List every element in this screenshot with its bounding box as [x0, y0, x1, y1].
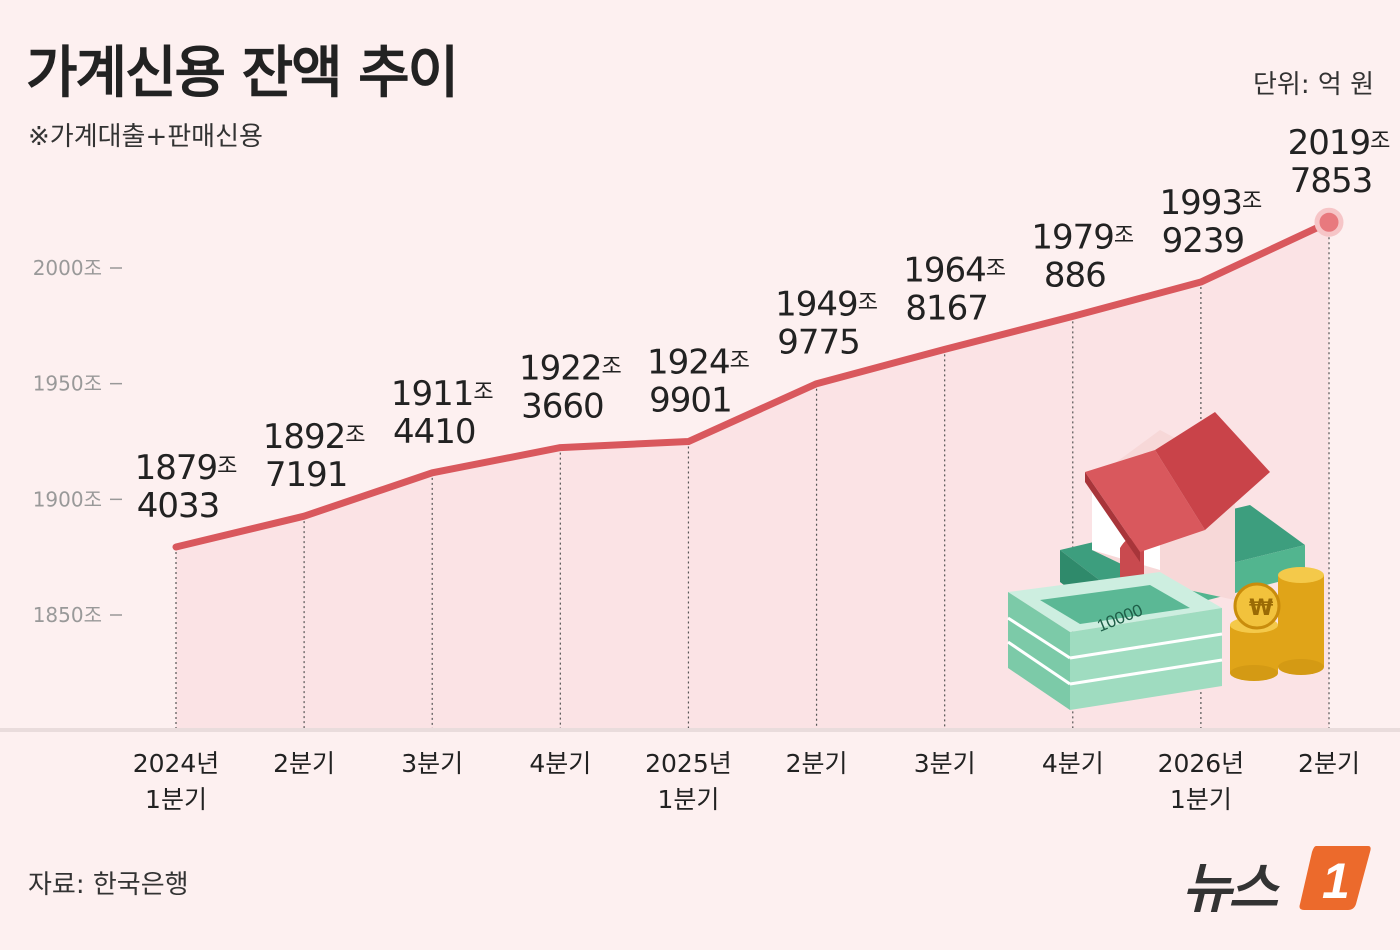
data-label-number: 1922 — [519, 349, 602, 389]
data-label-lower: 7191 — [265, 455, 348, 495]
data-label-unit: 조 — [986, 256, 1006, 281]
x-category-label: 2025년 — [645, 749, 732, 778]
page-title: 가계신용 잔액 추이 — [26, 41, 459, 106]
logo-text: 뉴스 — [1182, 857, 1278, 920]
data-label-number: 1979 — [1031, 217, 1114, 257]
y-tick-label: 1950조 — [33, 372, 102, 396]
data-label-upper: 1879조 — [135, 448, 238, 488]
coin-stacks: ₩ — [1230, 567, 1324, 681]
logo-mark-icon: 1 — [1299, 846, 1371, 910]
x-category-label: 3분기 — [401, 749, 463, 778]
plot-floor — [0, 728, 1400, 950]
data-label-number: 2019 — [1288, 123, 1371, 163]
x-category-label: 2분기 — [786, 749, 848, 778]
data-label-lower: 9775 — [777, 323, 860, 363]
data-label-unit: 조 — [730, 349, 750, 374]
data-label-lower: 9901 — [649, 381, 732, 421]
data-label-upper: 1911조 — [391, 374, 494, 414]
x-category-label: 2분기 — [273, 749, 335, 778]
data-label-lower: 8167 — [905, 288, 988, 328]
y-tick-label: 2000조 — [33, 256, 102, 280]
data-label-unit: 조 — [473, 380, 493, 405]
data-label-upper: 2019조 — [1288, 123, 1391, 163]
data-label-number: 1879 — [135, 448, 218, 488]
banknote-stack: 10000 — [1007, 572, 1223, 710]
data-label-upper: 1949조 — [775, 285, 878, 325]
data-label-number: 1924 — [647, 343, 730, 383]
data-label-upper: 1924조 — [647, 343, 750, 383]
news1-logo: 뉴스 1 — [1182, 838, 1382, 920]
data-label-number: 1911 — [391, 374, 474, 414]
y-tick-label: 1900조 — [33, 487, 102, 511]
unit-label: 단위: 억 원 — [1253, 70, 1374, 100]
x-category-label: 4분기 — [1042, 749, 1104, 778]
data-label-unit: 조 — [1114, 223, 1134, 248]
y-tick-label: 1850조 — [33, 603, 102, 627]
data-label-upper: 1964조 — [903, 250, 1006, 290]
data-label-lower: 4410 — [393, 412, 476, 452]
data-label-number: 1993 — [1159, 183, 1242, 223]
coin-symbol: ₩ — [1249, 596, 1273, 621]
house-money-illustration: 10000 ₩ — [1007, 412, 1324, 710]
data-label-unit: 조 — [217, 454, 237, 479]
chart-subtitle: ※가계대출+판매신용 — [28, 122, 263, 152]
data-label-lower: 3660 — [521, 387, 604, 427]
source-label: 자료: 한국은행 — [28, 870, 189, 900]
data-label-lower: 7853 — [1290, 161, 1373, 201]
data-label-unit: 조 — [858, 291, 878, 316]
data-label-upper: 1979조 — [1031, 217, 1134, 257]
data-label-unit: 조 — [601, 355, 621, 380]
data-label-upper: 1892조 — [263, 417, 366, 457]
data-label-lower: 4033 — [137, 486, 220, 526]
x-category-label: 3분기 — [914, 749, 976, 778]
x-category-label: 4분기 — [529, 749, 591, 778]
x-category-label: 2024년 — [133, 749, 220, 778]
data-label-lower: 9239 — [1162, 221, 1245, 261]
data-label-upper: 1993조 — [1159, 183, 1262, 223]
data-label-lower: 886 — [1044, 255, 1106, 295]
x-category-label: 1분기 — [145, 785, 207, 814]
logo-mark-text: 1 — [1322, 853, 1350, 909]
data-label-number: 1892 — [263, 417, 346, 457]
series-line — [172, 218, 1333, 551]
data-label-unit: 조 — [345, 423, 365, 448]
data-label-number: 1949 — [775, 285, 858, 325]
end-point-marker — [1314, 207, 1344, 237]
data-label-unit: 조 — [1370, 129, 1390, 154]
x-category-label: 2분기 — [1298, 749, 1360, 778]
data-label-number: 1964 — [903, 250, 986, 290]
data-label-upper: 1922조 — [519, 349, 622, 389]
data-label-unit: 조 — [1242, 189, 1262, 214]
x-category-label: 2026년 — [1158, 749, 1245, 778]
x-category-label: 1분기 — [1170, 785, 1232, 814]
x-category-label: 1분기 — [657, 785, 719, 814]
